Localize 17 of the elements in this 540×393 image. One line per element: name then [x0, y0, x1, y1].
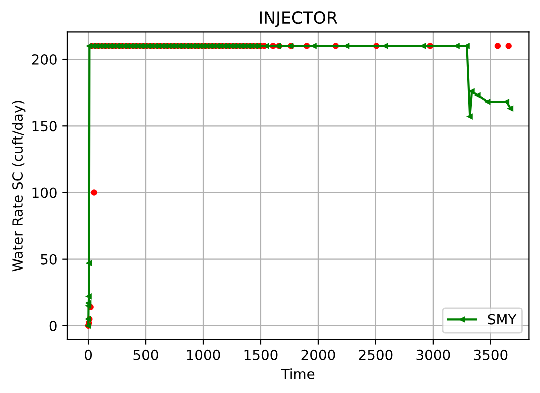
y-tick-label: 50 [41, 254, 57, 265]
y-tick-label: 100 [32, 188, 57, 198]
chart-title: INJECTOR [260, 12, 338, 28]
x-tick-label: 1500 [244, 350, 278, 360]
x-tick-label: 2000 [302, 350, 336, 360]
legend-label: SMY [488, 314, 517, 325]
x-tick-label: 2500 [359, 350, 393, 360]
y-axis-title: Water Rate SC (cuft/day) [12, 101, 26, 272]
x-axis-title: Time [281, 368, 315, 380]
x-tick-label: 0 [85, 350, 92, 360]
x-tick-label: 3000 [416, 350, 450, 360]
y-tick-label: 200 [32, 54, 57, 66]
x-tick-label: 3500 [474, 350, 508, 360]
y-tick-label: 150 [32, 121, 57, 132]
y-tick-label: 0 [50, 320, 57, 332]
x-tick-label: 500 [134, 350, 158, 360]
x-tick-label: 1000 [187, 350, 220, 360]
